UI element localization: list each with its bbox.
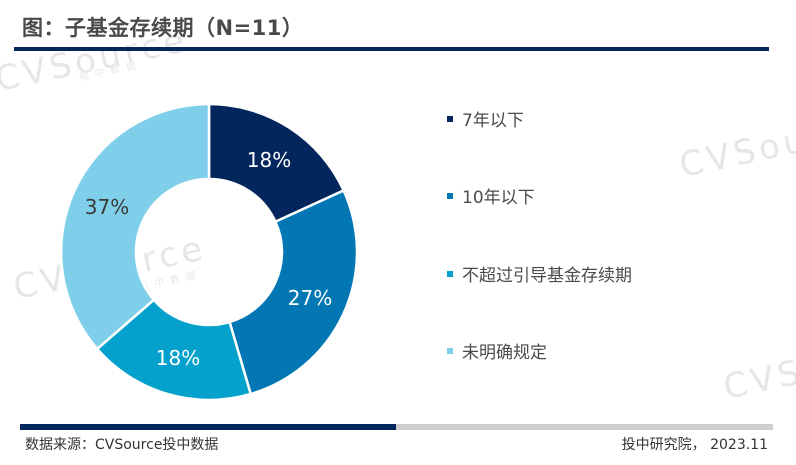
legend-label: 未明确规定: [462, 343, 547, 363]
donut-segment-unspecified: [59, 102, 211, 351]
footer-bar-gray: [396, 424, 773, 430]
donut-segment-guide-fund: [95, 298, 252, 402]
legend-item-7y: 7年以下: [447, 106, 524, 131]
donut-segment-7y: [207, 102, 345, 223]
legend-swatch-icon: [447, 115, 453, 122]
legend-label: 7年以下: [462, 111, 524, 131]
title-rule: [14, 47, 769, 51]
legend-swatch-icon: [447, 192, 453, 199]
legend-item-guide-fund: 不超过引导基金存续期: [447, 261, 632, 286]
chart-title: 图：子基金存续期（N=11）: [22, 16, 304, 40]
segment-label-10y: 27%: [288, 286, 332, 310]
segment-label-7y: 18%: [247, 148, 291, 172]
legend-label: 不超过引导基金存续期: [462, 266, 632, 286]
legend-swatch-icon: [447, 347, 453, 354]
credit-date: 投中研究院， 2023.11: [621, 437, 768, 453]
legend-item-10y: 10年以下: [447, 183, 535, 208]
legend-swatch-icon: [447, 270, 453, 277]
legend-item-unspecified: 未明确规定: [447, 338, 547, 363]
donut-segment-10y: [228, 189, 359, 396]
segment-label-guide-fund: 18%: [156, 346, 200, 370]
legend-label: 10年以下: [462, 188, 535, 208]
footer-bar-dark: [20, 424, 396, 430]
segment-label-unspecified: 37%: [85, 195, 129, 219]
data-source: 数据来源：CVSource投中数据: [25, 437, 219, 453]
